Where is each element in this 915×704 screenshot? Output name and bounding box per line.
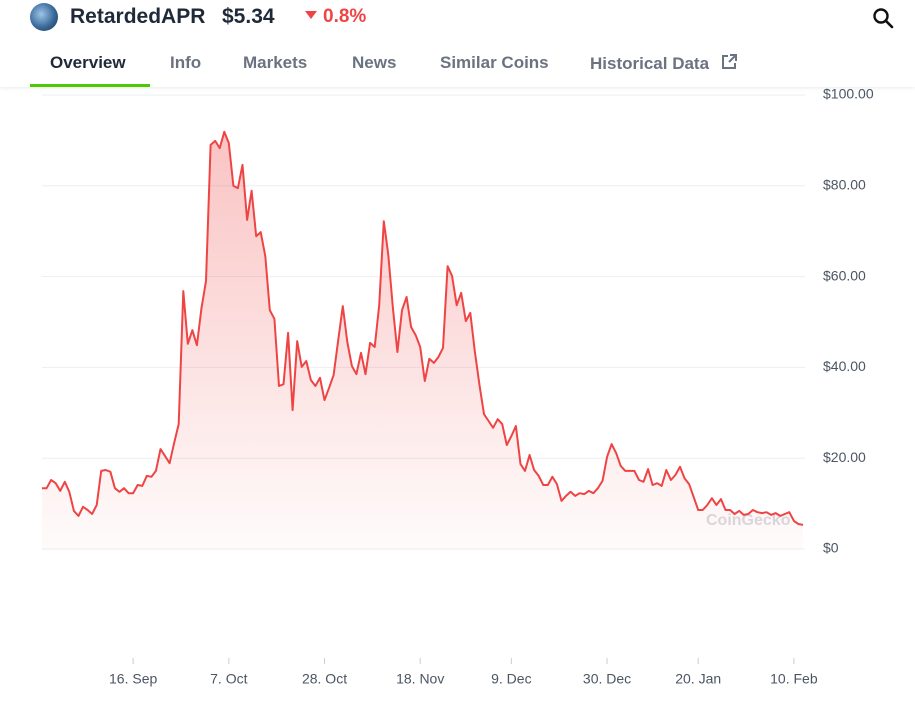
x-tick-label: 9. Dec <box>491 671 531 687</box>
coin-header: RetardedAPR $5.34 0.8% <box>0 0 915 36</box>
down-arrow <box>305 11 317 19</box>
y-tick-label: $100.00 <box>823 88 874 102</box>
coin-logo <box>30 3 58 31</box>
tab[interactable]: Overview <box>50 53 126 72</box>
tab[interactable]: Historical Data <box>590 53 738 74</box>
x-tick-label: 16. Sep <box>109 671 157 687</box>
tab[interactable]: News <box>352 53 397 72</box>
price-chart: $0 $20.00 $40.00 $60.00 $80.00 $100.00 16. Sep… <box>42 88 874 687</box>
active-tab-indicator <box>30 84 150 87</box>
x-tick-label: 20. Jan <box>675 671 721 687</box>
x-tick-label: 28. Oct <box>302 671 347 687</box>
y-tick-label: $20.00 <box>823 449 866 465</box>
price-area <box>42 131 803 550</box>
change-value: 0.8% <box>323 6 367 27</box>
y-tick-label: $40.00 <box>823 358 866 374</box>
search-button[interactable] <box>872 7 894 29</box>
tab[interactable]: Similar Coins <box>440 53 549 72</box>
price-line <box>42 130 804 526</box>
x-tick-label: 30. Dec <box>583 671 631 687</box>
price-change: 0.8% <box>305 6 366 28</box>
tab-label: Historical Data <box>590 54 710 73</box>
coin-name: RetardedAPR <box>70 5 206 28</box>
coin-price: $5.34 <box>222 5 275 28</box>
y-tick-label: $80.00 <box>823 177 866 193</box>
tab-bar: Overview Info Markets News Similar Coins… <box>0 40 915 87</box>
y-tick-label: $60.00 <box>823 267 866 283</box>
tab[interactable]: Markets <box>243 53 308 72</box>
y-tick-label: $0 <box>823 540 839 556</box>
x-tick-label: 18. Nov <box>396 671 444 687</box>
external-link-icon <box>721 54 737 69</box>
x-tick-label: 7. Oct <box>210 671 247 687</box>
tab[interactable]: Info <box>170 53 202 72</box>
x-tick-label: 10. Feb <box>770 671 818 687</box>
